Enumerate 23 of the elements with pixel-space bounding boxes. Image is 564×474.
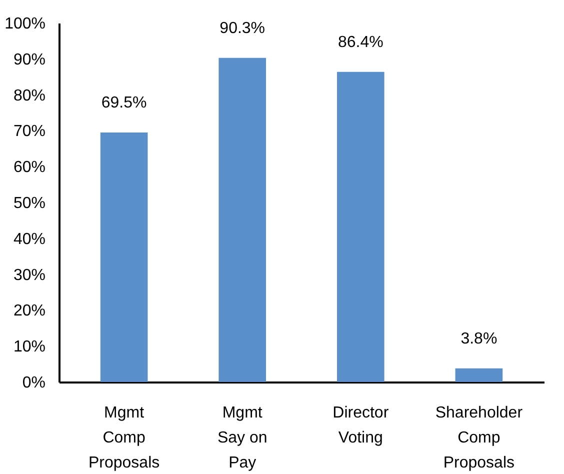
bar (336, 72, 384, 382)
y-tick-label: 20% (13, 302, 46, 320)
y-tick-label: 50% (13, 195, 46, 212)
bar (218, 58, 266, 382)
y-tick-label: 30% (13, 266, 46, 284)
x-tick-label: Mgmt Say on Pay (217, 404, 268, 472)
x-tick-label: Mgmt Comp Proposals (88, 404, 160, 472)
y-tick-label: 90% (13, 51, 46, 68)
y-tick-label: 0% (22, 374, 46, 392)
data-label: 69.5% (101, 94, 147, 112)
y-tick-label: 40% (13, 230, 46, 248)
x-tick-label: Shareholder Comp Proposals (435, 404, 524, 472)
x-tick-label: Director Voting (332, 404, 390, 446)
data-label: 86.4% (338, 34, 384, 51)
y-tick-label: 80% (13, 87, 46, 104)
data-label: 3.8% (460, 330, 498, 348)
y-tick-label: 60% (13, 159, 46, 176)
data-label: 90.3% (220, 20, 266, 37)
y-tick-label: 10% (13, 338, 46, 356)
bar (100, 132, 148, 382)
y-tick-label: 70% (13, 123, 46, 140)
bar (455, 368, 503, 382)
y-tick-label: 100% (4, 16, 46, 32)
